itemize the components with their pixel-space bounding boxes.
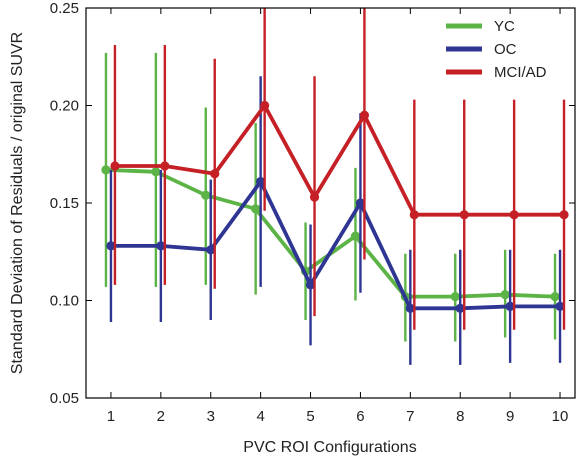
data-point-oc — [106, 241, 116, 251]
data-point-mci-ad — [459, 210, 469, 220]
x-tick-label: 8 — [456, 408, 464, 425]
data-point-oc — [305, 280, 316, 290]
data-point-yc — [251, 204, 261, 214]
data-point-mci-ad — [309, 192, 320, 202]
y-tick-label: 0.25 — [50, 0, 79, 17]
legend-item-yc: YC — [446, 18, 515, 35]
legend-item-mci-ad: MCI/AD — [446, 64, 547, 81]
legend-item-oc: OC — [446, 41, 517, 58]
data-point-mci-ad — [210, 169, 220, 179]
data-point-yc — [151, 167, 161, 177]
x-tick-label: 1 — [107, 408, 115, 425]
data-point-oc — [505, 301, 515, 311]
data-point-oc — [256, 176, 266, 187]
legend-label-yc: YC — [494, 18, 515, 35]
x-tick-label: 3 — [207, 408, 215, 425]
y-tick-label: 0.20 — [50, 98, 79, 115]
x-tick-label: 2 — [157, 408, 165, 425]
plot-area — [101, 8, 569, 365]
data-point-mci-ad — [160, 161, 170, 171]
data-point-mci-ad — [559, 210, 569, 220]
data-point-mci-ad — [110, 161, 120, 171]
x-tick-label: 5 — [306, 408, 314, 425]
x-tick-label: 10 — [552, 408, 569, 425]
data-point-oc — [405, 303, 415, 313]
data-point-mci-ad — [409, 210, 419, 220]
data-point-oc — [156, 241, 166, 251]
data-point-yc — [350, 231, 361, 241]
y-axis-title: Standard Deviation of Residuals / origin… — [9, 32, 26, 374]
data-point-oc — [555, 301, 565, 311]
data-point-oc — [455, 303, 465, 313]
data-point-mci-ad — [509, 210, 519, 220]
data-point-yc — [500, 290, 510, 300]
x-tick-label: 9 — [506, 408, 514, 425]
data-point-yc — [550, 292, 560, 302]
x-tick-label: 7 — [406, 408, 414, 425]
series-mci-ad — [110, 8, 569, 330]
data-point-oc — [206, 245, 216, 255]
data-point-yc — [450, 292, 460, 302]
y-tick-label: 0.15 — [50, 195, 79, 212]
data-point-yc — [201, 190, 211, 200]
series-yc — [101, 52, 560, 342]
data-point-oc — [355, 198, 366, 208]
y-tick-label: 0.10 — [50, 293, 79, 310]
x-tick-label: 4 — [256, 408, 264, 425]
data-point-mci-ad — [359, 110, 370, 120]
series-line-mci-ad — [114, 103, 564, 217]
y-tick-label: 0.05 — [50, 390, 79, 407]
series-oc — [106, 76, 565, 365]
axes: 0.05 0.10 0.15 0.20 0.25 1 2 3 4 5 6 7 8 9 10 — [50, 0, 575, 425]
x-axis-title: PVC ROI Configurations — [243, 439, 416, 456]
data-point-mci-ad — [260, 100, 270, 111]
legend: YC OC MCI/AD — [446, 18, 547, 81]
data-point-yc — [101, 165, 111, 175]
legend-label-oc: OC — [494, 41, 517, 58]
x-tick-label: 6 — [356, 408, 364, 425]
series-line-yc — [105, 168, 556, 299]
series-line-oc — [110, 179, 560, 311]
legend-label-mci-ad: MCI/AD — [494, 64, 547, 81]
